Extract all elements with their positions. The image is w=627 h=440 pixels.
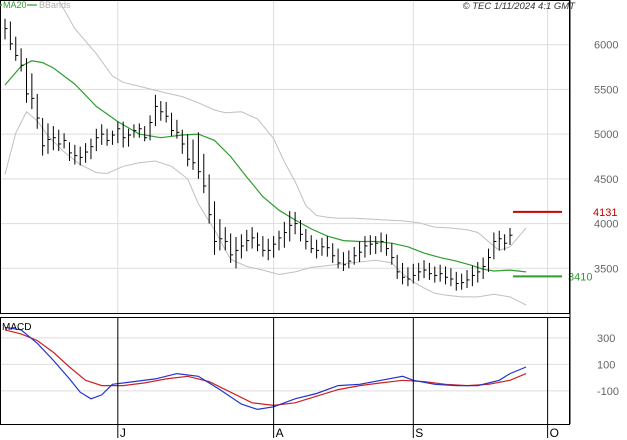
- price-axis-labels: 3500 4000 4500 5000 5500 6000: [594, 40, 618, 276]
- price-levels: 4131 3410: [513, 207, 617, 283]
- price-gridlines: [0, 0, 570, 313]
- x-axis-labels: JASON: [117, 318, 559, 440]
- price-tick-label: 3500: [594, 263, 618, 275]
- macd-line: [4, 326, 527, 411]
- x-tick-label: A: [276, 426, 284, 440]
- macd-title: MACD: [2, 322, 31, 333]
- x-tick-label: O: [550, 426, 559, 440]
- bb-legend-label: BBands: [39, 0, 71, 10]
- ma-legend-label: MA20: [3, 0, 27, 10]
- macd-signal-line: [4, 329, 527, 407]
- macd-axis-labels: 300 100 -100: [597, 333, 619, 398]
- macd-lines: [4, 326, 527, 411]
- chart-credit: © TEC 1/11/2024 4:1 GMT: [463, 1, 577, 12]
- bb-lower-line: [4, 111, 527, 306]
- ma20-line: [4, 60, 527, 273]
- bb-upper-line: [5, 0, 527, 251]
- support-level-label: 3410: [568, 271, 592, 283]
- macd-tick-label: 300: [597, 333, 615, 345]
- macd-tick-label: -100: [597, 386, 619, 398]
- price-tick-label: 5000: [594, 129, 618, 141]
- price-tick-label: 5500: [594, 84, 618, 96]
- macd-gridlines: [0, 337, 570, 392]
- resistance-level-label: 4131: [593, 207, 617, 219]
- x-tick-label: J: [120, 426, 126, 440]
- price-tick-label: 4500: [594, 174, 618, 186]
- price-tick-label: 4000: [594, 219, 618, 231]
- macd-tick-label: 100: [597, 359, 615, 371]
- bollinger-bands: [4, 0, 527, 306]
- ma20-polyline: [4, 60, 527, 273]
- x-tick-label: S: [415, 426, 423, 440]
- price-bars: [4, 18, 513, 291]
- price-tick-label: 6000: [594, 40, 618, 52]
